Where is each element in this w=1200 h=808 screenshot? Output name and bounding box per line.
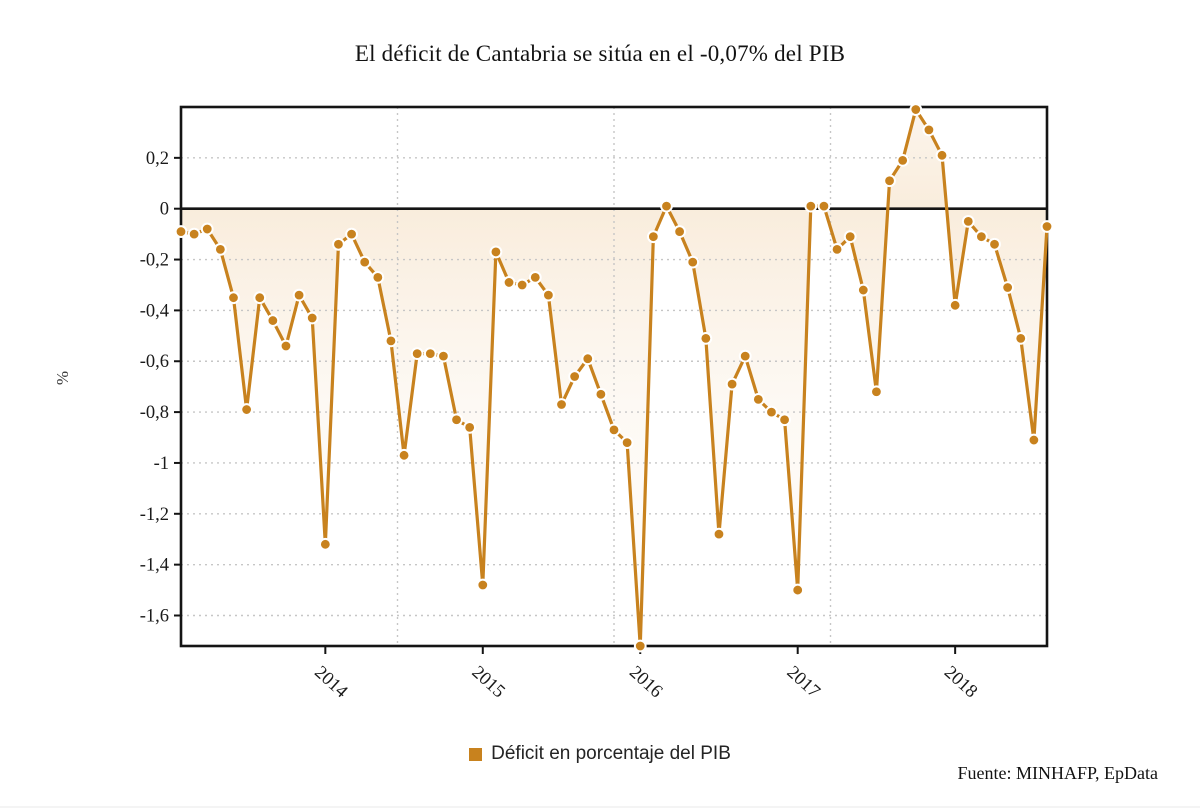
data-point[interactable] <box>528 270 542 284</box>
data-point[interactable] <box>870 385 883 399</box>
x-tick-label: 2017 <box>783 662 824 702</box>
data-point[interactable] <box>607 423 621 437</box>
y-tick-label: -1 <box>154 454 169 474</box>
data-point[interactable] <box>227 291 240 305</box>
y-tick-label: -1,2 <box>140 505 169 525</box>
data-point[interactable] <box>1040 220 1054 233</box>
data-point[interactable] <box>423 347 437 361</box>
y-tick-label: 0 <box>160 200 169 220</box>
data-point[interactable] <box>1027 433 1041 447</box>
data-point[interactable] <box>581 352 595 366</box>
data-point[interactable] <box>948 298 962 312</box>
data-point[interactable] <box>253 291 267 305</box>
data-point[interactable] <box>909 103 923 116</box>
data-point[interactable] <box>712 527 726 541</box>
data-point[interactable] <box>476 578 490 592</box>
data-point[interactable] <box>318 537 332 551</box>
data-point[interactable] <box>437 349 450 363</box>
data-point[interactable] <box>541 288 555 302</box>
legend-label: Déficit en porcentaje del PIB <box>491 743 731 764</box>
data-point[interactable] <box>489 245 503 259</box>
data-point[interactable] <box>988 237 1001 251</box>
plot-frame <box>179 105 1049 648</box>
data-point[interactable] <box>699 331 713 345</box>
y-tick-label: -1,4 <box>140 556 169 576</box>
data-point[interactable] <box>266 314 280 327</box>
data-point[interactable] <box>358 255 372 269</box>
data-point[interactable] <box>279 339 293 353</box>
data-point[interactable] <box>935 148 949 162</box>
data-point[interactable] <box>463 420 477 434</box>
data-point[interactable] <box>1014 331 1028 345</box>
data-point[interactable] <box>673 225 687 238</box>
data-point[interactable] <box>738 349 752 363</box>
data-point[interactable] <box>804 199 818 213</box>
data-point[interactable] <box>817 199 831 213</box>
y-axis-unit-label: % <box>53 371 72 385</box>
data-point[interactable] <box>633 639 647 653</box>
data-point[interactable] <box>200 222 214 236</box>
data-point[interactable] <box>384 334 398 348</box>
data-point[interactable] <box>568 370 582 383</box>
y-tick-label: -0,6 <box>140 352 169 372</box>
data-point[interactable] <box>187 227 201 241</box>
y-tick-label: -1,6 <box>140 606 169 626</box>
deficit-line-chart: % 0,2 0 -0,2 -0,4 -0,6 -0,8 -1 -1,2 -1,4 -1,6 2014… <box>53 103 1054 702</box>
data-point[interactable] <box>450 413 463 427</box>
data-point[interactable] <box>345 227 358 241</box>
data-point[interactable] <box>594 387 608 401</box>
data-point[interactable] <box>856 283 870 297</box>
source-attribution: Fuente: MINHAFP, EpData <box>957 763 1159 783</box>
data-point[interactable] <box>791 583 805 597</box>
data-point[interactable] <box>660 199 673 213</box>
data-point[interactable] <box>974 230 988 244</box>
data-point[interactable] <box>883 174 896 188</box>
data-point[interactable] <box>371 270 385 284</box>
x-tick-label: 2018 <box>940 662 981 702</box>
data-point[interactable] <box>725 377 739 391</box>
data-point[interactable] <box>778 413 791 427</box>
data-point[interactable] <box>686 255 700 269</box>
data-point[interactable] <box>515 278 529 292</box>
data-point[interactable] <box>961 215 975 228</box>
data-point[interactable] <box>922 123 936 137</box>
data-point[interactable] <box>646 230 660 244</box>
y-tick-label: -0,2 <box>140 251 169 271</box>
data-point[interactable] <box>1001 281 1015 294</box>
x-tick-label: 2016 <box>625 662 666 702</box>
x-tick-label: 2015 <box>468 662 509 702</box>
legend-item-deficit[interactable]: Déficit en porcentaje del PIB <box>0 743 1200 765</box>
data-point[interactable] <box>332 237 345 251</box>
data-point[interactable] <box>765 405 778 419</box>
data-point[interactable] <box>240 403 254 416</box>
data-point[interactable] <box>502 276 516 289</box>
data-point[interactable] <box>620 436 634 450</box>
y-tick-label: -0,4 <box>140 301 169 321</box>
data-point[interactable] <box>397 448 411 462</box>
data-point[interactable] <box>830 242 844 256</box>
data-point[interactable] <box>213 242 227 256</box>
data-point[interactable] <box>410 347 424 361</box>
data-point[interactable] <box>292 288 306 302</box>
legend-swatch <box>469 747 483 761</box>
chart-title: El déficit de Cantabria se sitúa en el -… <box>354 41 846 66</box>
data-point[interactable] <box>843 230 857 244</box>
data-point[interactable] <box>896 153 910 167</box>
data-point[interactable] <box>174 225 188 238</box>
y-tick-label: 0,2 <box>146 149 169 169</box>
data-point[interactable] <box>555 398 568 411</box>
data-point[interactable] <box>751 392 765 406</box>
y-tick-label: -0,8 <box>140 403 169 423</box>
x-tick-label: 2014 <box>310 662 351 702</box>
data-point[interactable] <box>305 311 319 325</box>
